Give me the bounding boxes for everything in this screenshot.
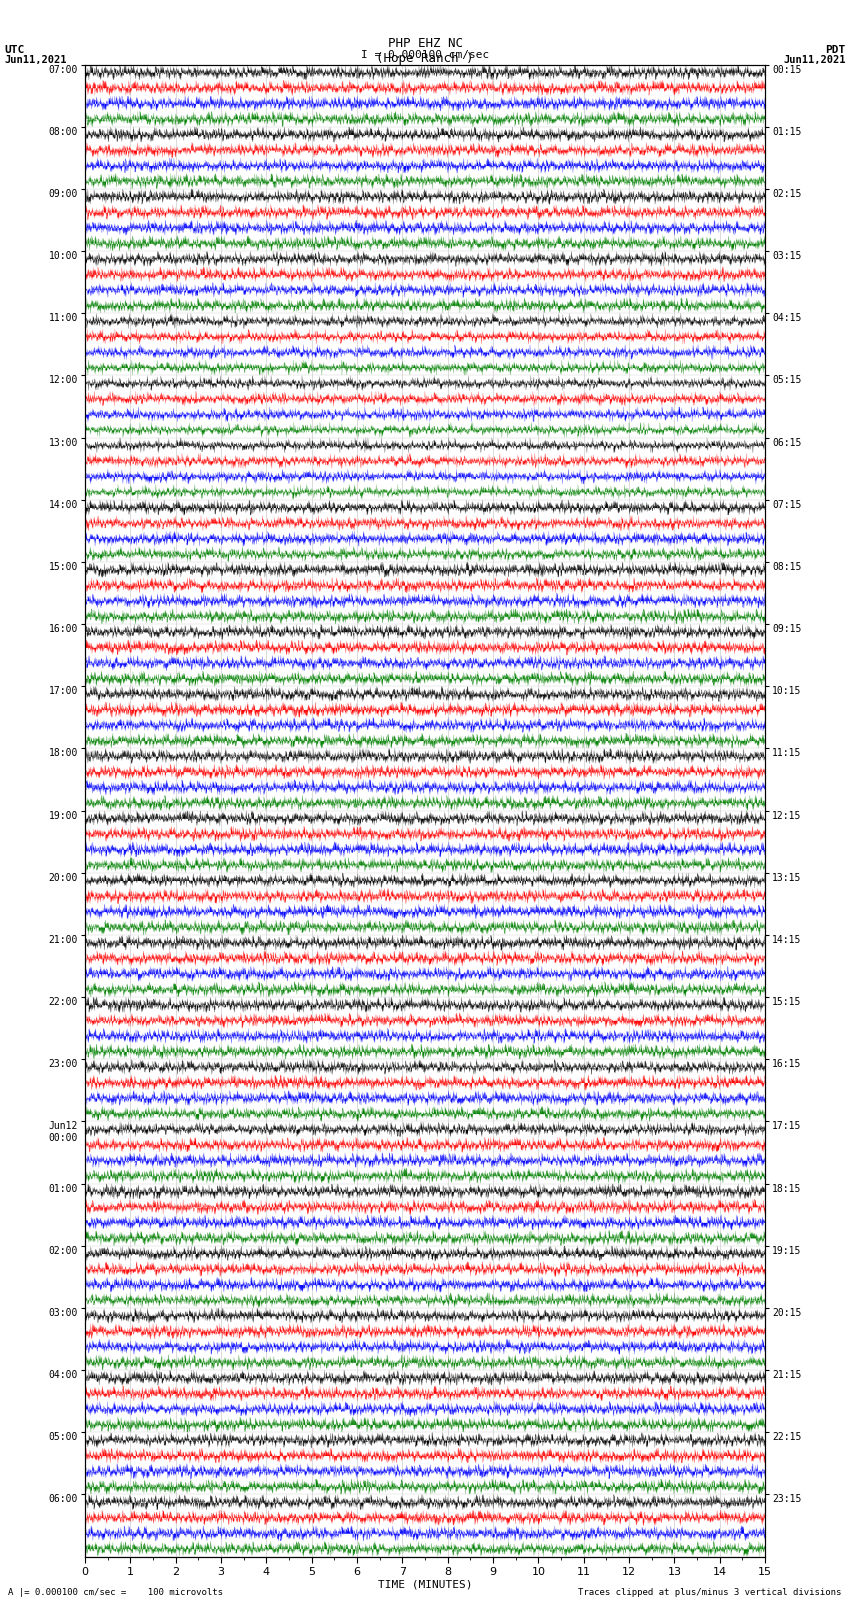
Text: Jun11,2021: Jun11,2021 [4,55,67,65]
Text: I = 0.000100 cm/sec: I = 0.000100 cm/sec [361,50,489,60]
Text: Jun11,2021: Jun11,2021 [783,55,846,65]
X-axis label: TIME (MINUTES): TIME (MINUTES) [377,1579,473,1590]
Text: Traces clipped at plus/minus 3 vertical divisions: Traces clipped at plus/minus 3 vertical … [578,1587,842,1597]
Text: A |= 0.000100 cm/sec =    100 microvolts: A |= 0.000100 cm/sec = 100 microvolts [8,1587,224,1597]
Text: UTC: UTC [4,45,25,55]
Text: PDT: PDT [825,45,846,55]
Title: PHP EHZ NC
(Hope Ranch ): PHP EHZ NC (Hope Ranch ) [377,37,473,65]
